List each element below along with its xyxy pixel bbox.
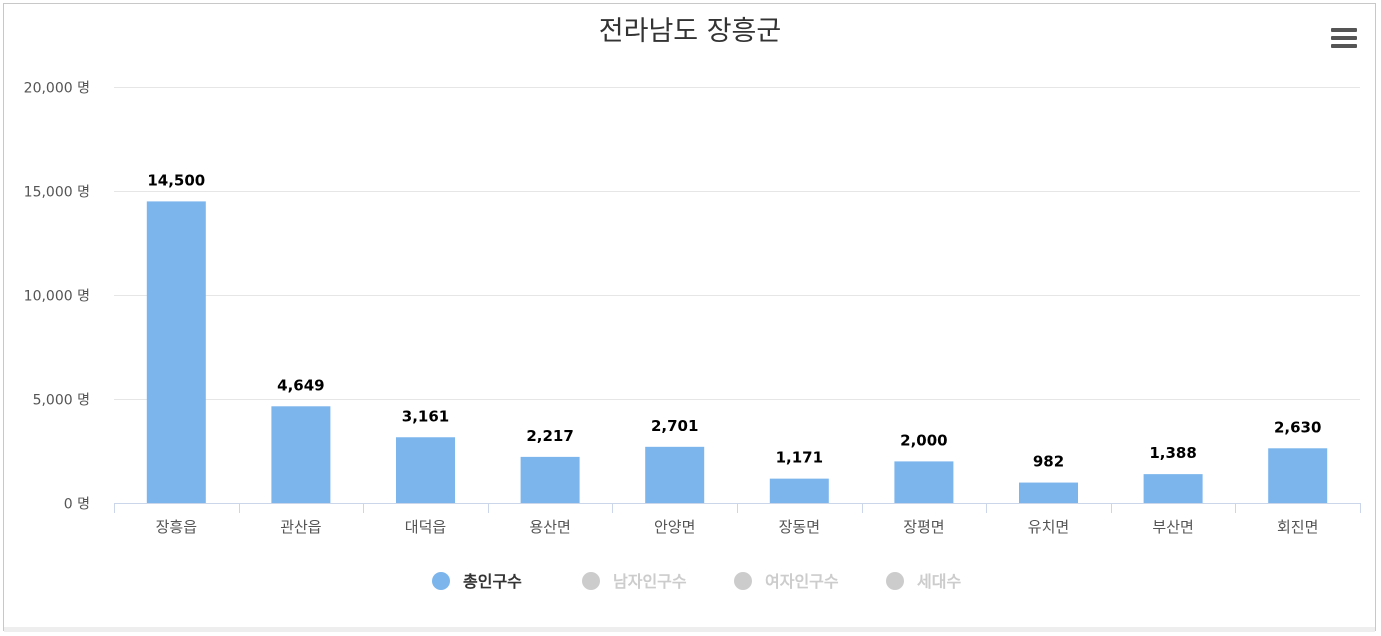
bar-유치면[interactable] xyxy=(1019,482,1078,503)
data-label: 1,171 xyxy=(776,449,823,467)
y-tick-label: 5,000 명 xyxy=(33,393,90,409)
data-labels: 14,500 4,649 3,161 2,217 2,701 1,171 2,000 982 1… xyxy=(147,171,1321,470)
legend-item-총인구수[interactable]: 총인구수 xyxy=(432,572,522,591)
bar-회진면[interactable] xyxy=(1268,448,1328,503)
bar-부산면[interactable] xyxy=(1143,474,1203,503)
legend-item-여자인구수[interactable]: 여자인구수 xyxy=(734,572,839,591)
x-tick-label: 장동면 xyxy=(779,518,820,536)
grid-lines xyxy=(114,87,1360,400)
x-axis: 장흥읍 관산읍 대덕읍 용산면 안양면 장동면 장평면 유치면 부산면 회진면 xyxy=(114,503,1361,536)
legend-marker xyxy=(734,572,752,590)
bar-장동면[interactable] xyxy=(769,478,829,503)
x-tick-label: 회진면 xyxy=(1277,518,1318,536)
bar-장평면[interactable] xyxy=(894,461,954,503)
y-tick-label: 20,000 명 xyxy=(24,81,90,97)
legend-item-세대수[interactable]: 세대수 xyxy=(886,572,961,591)
bar-관산읍[interactable] xyxy=(271,406,331,503)
bottom-strip xyxy=(4,627,1375,632)
data-label: 2,701 xyxy=(651,417,698,435)
data-label: 1,388 xyxy=(1149,444,1196,462)
x-tick-label: 장흥읍 xyxy=(156,518,197,536)
bar-용산면[interactable] xyxy=(520,456,580,503)
data-label: 14,500 xyxy=(147,171,205,189)
legend-marker xyxy=(582,572,600,590)
legend-item-남자인구수[interactable]: 남자인구수 xyxy=(582,572,687,591)
bar-안양면[interactable] xyxy=(645,446,705,503)
legend-label: 여자인구수 xyxy=(765,572,839,591)
legend-label: 총인구수 xyxy=(463,572,522,591)
y-tick-label: 0 명 xyxy=(64,497,90,513)
bar-장흥읍[interactable] xyxy=(146,201,206,503)
data-label: 4,649 xyxy=(277,376,324,394)
bar-대덕읍[interactable] xyxy=(396,437,455,503)
data-label: 3,161 xyxy=(402,407,449,425)
legend: 총인구수 남자인구수 여자인구수 세대수 xyxy=(432,572,961,591)
x-tick-label: 대덕읍 xyxy=(405,518,446,536)
legend-label: 남자인구수 xyxy=(613,572,687,591)
data-label: 982 xyxy=(1033,453,1064,471)
x-tick-label: 용산면 xyxy=(529,518,570,536)
hamburger-menu-icon[interactable] xyxy=(1326,24,1360,54)
legend-marker xyxy=(432,572,450,590)
bars xyxy=(146,201,1328,503)
legend-label: 세대수 xyxy=(917,572,961,591)
y-axis-labels: 0 명 5,000 명 10,000 명 15,000 명 20,000 명 xyxy=(24,81,90,513)
x-tick-label: 장평면 xyxy=(903,518,944,536)
data-label: 2,217 xyxy=(526,427,573,445)
data-label: 2,630 xyxy=(1274,418,1321,436)
chart-title: 전라남도 장흥군 xyxy=(599,16,781,47)
legend-marker xyxy=(886,572,904,590)
x-tick-label: 부산면 xyxy=(1152,518,1193,536)
y-tick-label: 10,000 명 xyxy=(24,289,90,305)
chart-container xyxy=(3,3,1376,631)
data-label: 2,000 xyxy=(900,431,947,449)
y-tick-label: 15,000 명 xyxy=(24,185,90,201)
x-tick-label: 유치면 xyxy=(1028,518,1069,536)
x-tick-label: 안양면 xyxy=(654,518,695,536)
x-tick-label: 관산읍 xyxy=(280,518,321,536)
